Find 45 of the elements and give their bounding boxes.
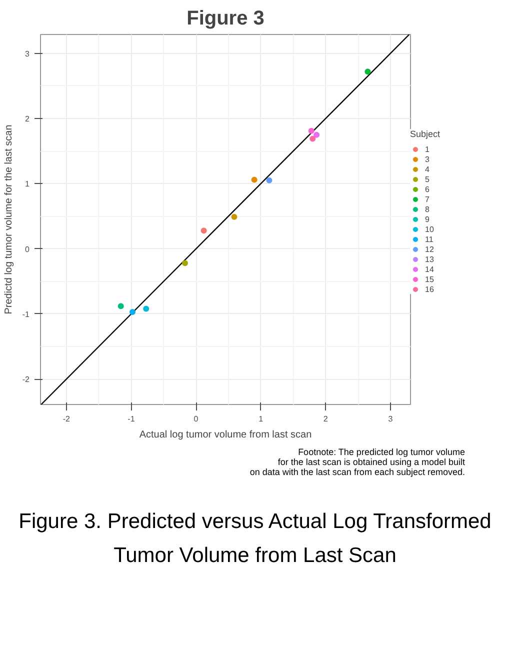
caption: Figure 3. Predicted versus Actual Log Transformed Tumor Volume from Last Scan (18, 509, 492, 569)
point (118, 303, 124, 310)
legend-title: Subject (410, 129, 442, 139)
legend-label: 3 (425, 154, 430, 164)
x-tick-label: 1 (258, 414, 264, 424)
legend-label: 16 (425, 284, 435, 294)
legend-label: 9 (425, 214, 430, 224)
y-tick-label: 2 (25, 114, 30, 124)
point (364, 68, 371, 75)
chart-title: Figure 3 (186, 8, 264, 30)
point (251, 176, 258, 183)
legend-label: 12 (425, 244, 435, 254)
legend-label: 11 (425, 234, 434, 244)
point (200, 228, 207, 234)
y-tick-label: -1 (22, 310, 30, 319)
legend-label: 4 (425, 164, 430, 174)
point (182, 260, 188, 266)
legend-label: 5 (425, 174, 430, 184)
y-tick-label: 1 (25, 180, 30, 189)
x-axis-title: Actual log tumor volume from last scan (139, 430, 312, 440)
x-tick-label: 0 (194, 414, 199, 424)
legend-label: 6 (425, 184, 430, 194)
legend-label: 14 (425, 264, 435, 274)
legend-label: 13 (425, 254, 435, 264)
legend-label: 1 (425, 144, 430, 154)
text: Footnote: The predicted log tumor volume for the last scan is obtained using a model built on data with the last scan from each subject removed. (250, 447, 465, 478)
legend-label: 8 (425, 204, 430, 214)
point (143, 306, 150, 312)
legend-label: 10 (425, 224, 435, 234)
point (231, 214, 238, 220)
x-tick-label: -2 (62, 414, 71, 424)
x-tick-label: -1 (128, 414, 136, 424)
point (266, 177, 272, 184)
legend-label: 7 (425, 194, 430, 204)
point (130, 309, 136, 315)
point (314, 132, 320, 138)
y-tick-label: -2 (22, 375, 30, 384)
point (310, 136, 316, 142)
y-tick-label: 0 (25, 244, 30, 254)
point (308, 128, 314, 134)
y-tick-label: 3 (25, 49, 30, 58)
legend-label: 15 (425, 274, 435, 284)
x-tick-label: 2 (323, 414, 328, 424)
x-tick-label: 3 (388, 414, 394, 424)
y-axis-title: Predictd log tumor volume for the last scan (3, 124, 14, 314)
